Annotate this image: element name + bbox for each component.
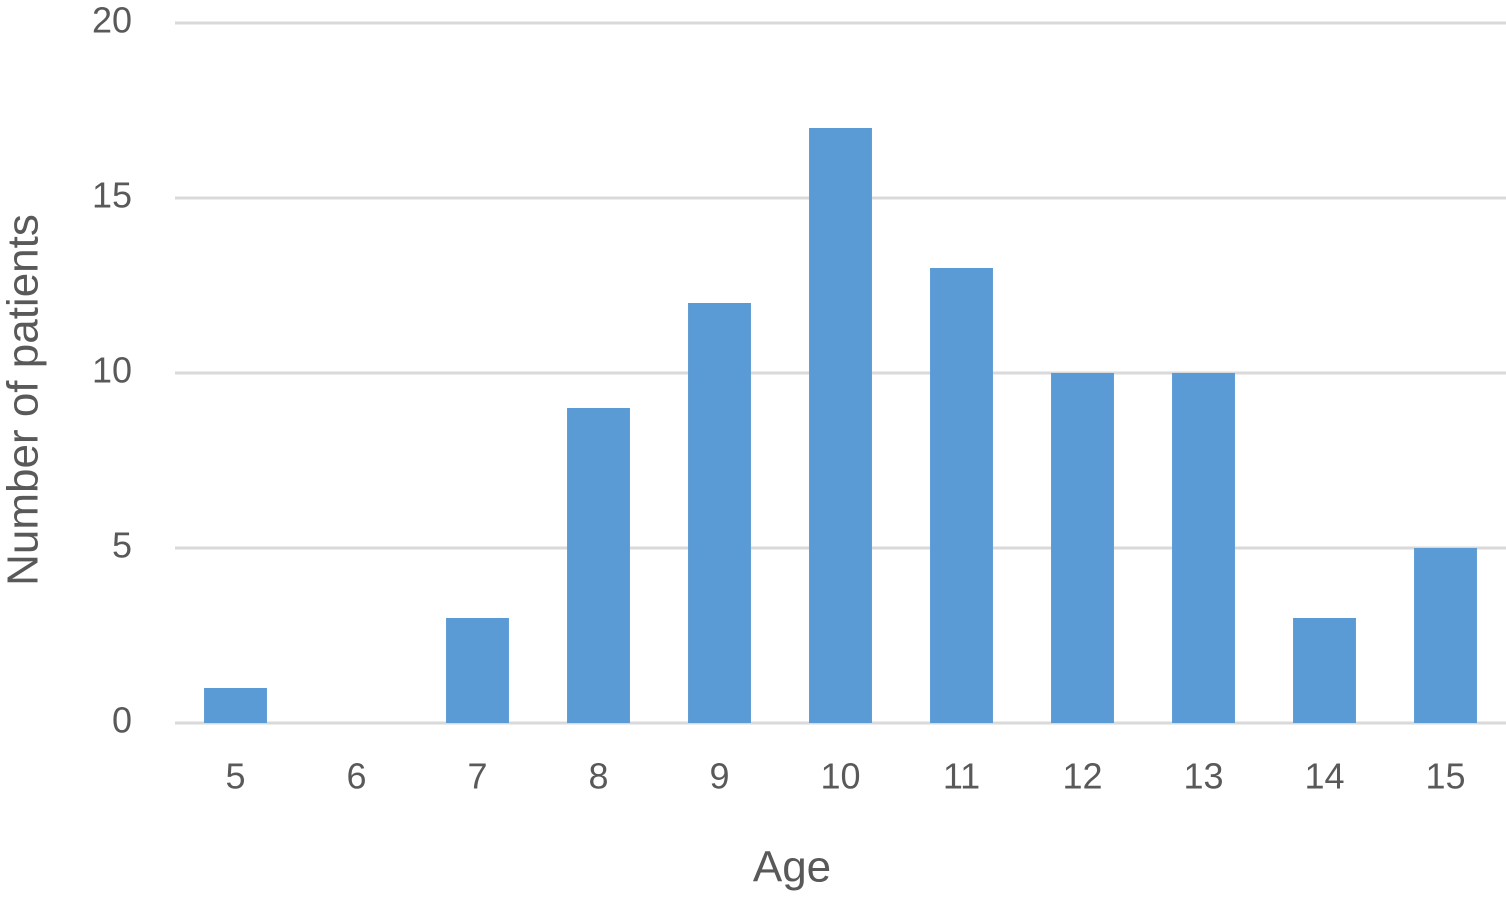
bar [446, 618, 509, 723]
x-tick-label: 9 [709, 756, 729, 797]
bar [1172, 373, 1235, 723]
y-tick-label: 20 [92, 0, 132, 41]
x-tick-label: 10 [820, 756, 860, 797]
y-tick-label: 15 [92, 175, 132, 216]
x-axis-title: Age [753, 843, 831, 892]
x-tick-label: 6 [346, 756, 366, 797]
y-tick-label: 5 [112, 525, 132, 566]
x-tick-label: 15 [1425, 756, 1465, 797]
x-tick-label: 8 [588, 756, 608, 797]
x-tick-label: 5 [225, 756, 245, 797]
bar [1293, 618, 1356, 723]
y-tick-label: 10 [92, 350, 132, 391]
bar [930, 268, 993, 723]
bar [567, 408, 630, 723]
x-tick-label: 7 [467, 756, 487, 797]
bar [688, 303, 751, 723]
bar [809, 128, 872, 723]
bar [1051, 373, 1114, 723]
x-tick-label: 11 [943, 756, 980, 797]
x-tick-label: 13 [1183, 756, 1223, 797]
x-tick-label: 14 [1304, 756, 1344, 797]
bar [1414, 548, 1477, 723]
y-tick-label: 0 [112, 700, 132, 741]
y-axis-title: Number of patients [0, 214, 48, 586]
x-tick-label: 12 [1062, 756, 1102, 797]
bar [204, 688, 267, 723]
